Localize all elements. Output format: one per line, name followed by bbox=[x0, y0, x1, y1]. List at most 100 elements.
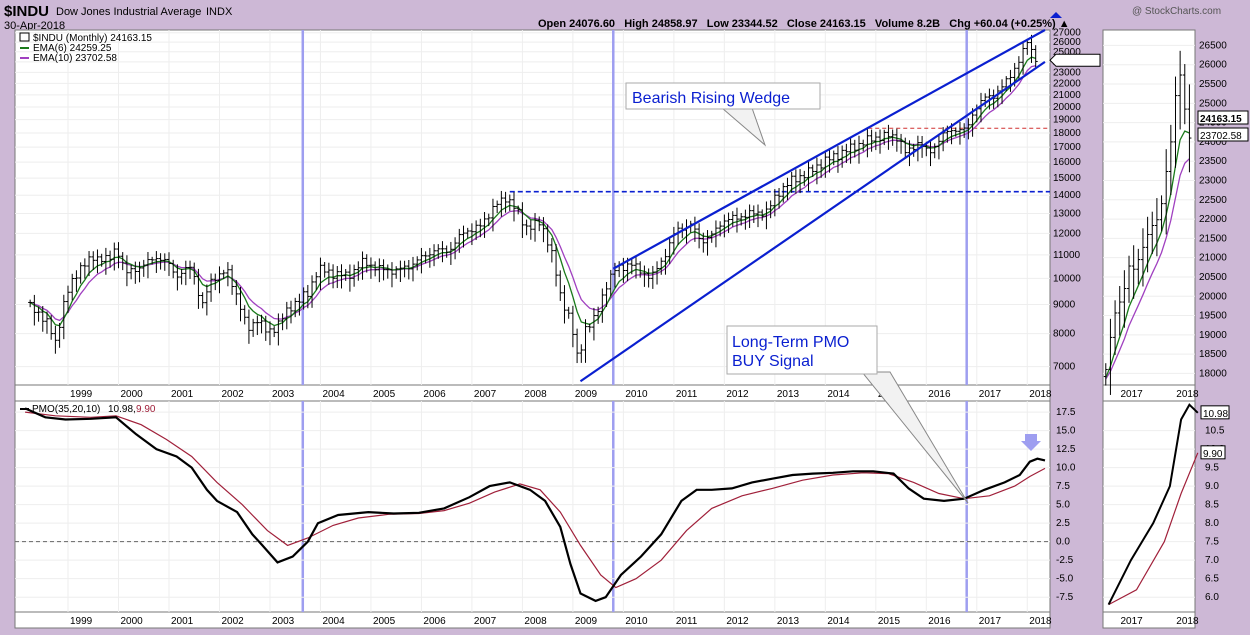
price-y-tick-label: 10000 bbox=[1053, 273, 1081, 284]
price-x-tick-label: 2000 bbox=[121, 389, 144, 400]
last-price-tag bbox=[1049, 53, 1101, 67]
wedge-annotation-text: Bearish Rising Wedge bbox=[632, 90, 790, 107]
zoom-pmo-x-tick-label: 2017 bbox=[1121, 616, 1144, 627]
zoom-price-y-tick-label: 26500 bbox=[1199, 40, 1227, 51]
price-y-tick-label: 8000 bbox=[1053, 329, 1076, 340]
pmo-x-tick-label: 2004 bbox=[322, 616, 345, 627]
zoom-price-y-tick-label: 23000 bbox=[1199, 175, 1227, 186]
pmo-y-tick-label: 15.0 bbox=[1056, 426, 1076, 437]
zoom-price-panel bbox=[1102, 29, 1196, 386]
pmo-buy-annotation-line2: BUY Signal bbox=[732, 353, 814, 370]
price-y-tick-label: 21000 bbox=[1053, 90, 1081, 101]
zoom-pmo-y-tick-label: 8.5 bbox=[1205, 500, 1219, 511]
price-y-tick-label: 27000 bbox=[1053, 28, 1081, 39]
price-y-tick-label: 7000 bbox=[1053, 362, 1076, 373]
legend-pmo: PMO(35,20,10) bbox=[32, 404, 100, 415]
zoom-price-y-tick-label: 19500 bbox=[1199, 311, 1227, 322]
wedge-lower-trendline bbox=[579, 60, 1046, 383]
zoom-pmo-panel bbox=[1102, 400, 1196, 613]
pmo-x-tick-label: 2012 bbox=[726, 616, 749, 627]
price-y-tick-label: 12000 bbox=[1053, 228, 1081, 239]
pmo-y-tick-label: 10.0 bbox=[1056, 463, 1076, 474]
price-x-tick-label: 2013 bbox=[777, 389, 800, 400]
price-x-tick-label: 2017 bbox=[979, 389, 1002, 400]
zoom-price-y-tick-label: 22500 bbox=[1199, 195, 1227, 206]
pmo-x-axis-strip bbox=[14, 611, 1051, 629]
price-x-tick-label: 2002 bbox=[221, 389, 244, 400]
pmo-line bbox=[24, 407, 1046, 603]
zoom-last-price-label-box bbox=[1197, 110, 1249, 125]
zoom-price-y-tick-label: 18000 bbox=[1199, 368, 1227, 379]
pmo-y-tick-label: 7.5 bbox=[1056, 481, 1070, 492]
zoom-pmo-y-tick-label: 9.0 bbox=[1205, 481, 1219, 492]
price-x-tick-label: 2005 bbox=[373, 389, 396, 400]
zoom-pmo-x-axis-strip bbox=[1102, 611, 1196, 629]
watermark: @ StockCharts.com bbox=[1132, 6, 1221, 17]
price-x-tick-label: 2008 bbox=[524, 389, 547, 400]
zoom-pmo-y-tick-label: 7.0 bbox=[1205, 555, 1219, 566]
legend-price: $INDU (Monthly) 24163.15 bbox=[33, 33, 152, 44]
pmo-x-tick-label: 2014 bbox=[827, 616, 850, 627]
pmo-y-tick-label: 12.5 bbox=[1056, 444, 1076, 455]
price-y-tick-label: 14000 bbox=[1053, 190, 1081, 201]
symbol-exchange: INDX bbox=[206, 6, 233, 18]
price-x-tick-label: 2004 bbox=[322, 389, 345, 400]
zoom-price-y-tick-label: 26000 bbox=[1199, 60, 1227, 71]
pmo-x-tick-label: 2006 bbox=[423, 616, 446, 627]
pmo-x-tick-label: 2015 bbox=[878, 616, 901, 627]
price-x-tick-label: 2018 bbox=[1029, 389, 1052, 400]
symbol-name: Dow Jones Industrial Average bbox=[56, 6, 201, 18]
price-y-tick-label: 19000 bbox=[1053, 115, 1081, 126]
price-y-tick-label: 15000 bbox=[1053, 173, 1081, 184]
trendline-arrow-icon bbox=[1050, 12, 1062, 18]
legend-ema6: EMA(6) 24259.25 bbox=[33, 43, 112, 54]
price-y-tick-label: 16000 bbox=[1053, 157, 1081, 168]
down-arrow-icon bbox=[1021, 434, 1041, 451]
legend-ema10: EMA(10) 23702.58 bbox=[33, 53, 117, 64]
price-legend: $INDU (Monthly) 24163.15 EMA(6) 24259.25… bbox=[19, 32, 152, 64]
pmo-x-tick-label: 2001 bbox=[171, 616, 194, 627]
zoom-pmo-signal-label-box bbox=[1200, 445, 1226, 460]
price-y-tick-label: 13000 bbox=[1053, 209, 1081, 220]
zoom-price-y-tick-label: 21000 bbox=[1199, 253, 1227, 264]
zoom-price-y-tick-label: 23500 bbox=[1199, 156, 1227, 167]
zoom-price-y-tick-label: 24000 bbox=[1199, 137, 1227, 148]
zoom-ema10-label: 23702.58 bbox=[1200, 131, 1242, 142]
pmo-x-tick-label: 2005 bbox=[373, 616, 396, 627]
wedge-upper-trendline bbox=[612, 29, 1046, 270]
zoom-price-y-tick-label: 20500 bbox=[1199, 272, 1227, 283]
pmo-y-tick-label: -2.5 bbox=[1056, 555, 1074, 566]
price-y-tick-label: 9000 bbox=[1053, 299, 1076, 310]
zoom-ema10-label-box bbox=[1197, 127, 1249, 142]
pmo-x-tick-label: 2010 bbox=[625, 616, 648, 627]
zoom-pmo-y-tick-label: 10.5 bbox=[1205, 426, 1225, 437]
price-x-tick-label: 2009 bbox=[575, 389, 598, 400]
pmo-y-tick-label: -5.0 bbox=[1056, 574, 1074, 585]
price-x-tick-label: 2012 bbox=[726, 389, 749, 400]
pmo-x-tick-label: 2009 bbox=[575, 616, 598, 627]
zoom-price-x-tick-label: 2018 bbox=[1176, 389, 1199, 400]
zoom-price-x-tick-label: 2017 bbox=[1121, 389, 1144, 400]
pmo-x-tick-label: 2017 bbox=[979, 616, 1002, 627]
pmo-y-tick-label: 17.5 bbox=[1056, 407, 1076, 418]
pmo-y-tick-label: -7.5 bbox=[1056, 592, 1074, 603]
zoom-pmo-value-label: 10.98 bbox=[1203, 409, 1228, 420]
ema10-line bbox=[29, 65, 1036, 322]
zoom-pmo-line bbox=[1107, 403, 1199, 606]
pmo-panel bbox=[14, 400, 1051, 613]
pmo-x-tick-label: 1999 bbox=[70, 616, 93, 627]
price-x-tick-label: 2001 bbox=[171, 389, 194, 400]
pmo-buy-annotation: Long-Term PMO BUY Signal bbox=[726, 325, 969, 504]
price-y-tick-label: 22000 bbox=[1053, 78, 1081, 89]
zoom-price-y-tick-label: 19000 bbox=[1199, 330, 1227, 341]
pmo-y-tick-label: 0.0 bbox=[1056, 537, 1070, 548]
zoom-pmo-signal-line bbox=[1108, 452, 1199, 606]
price-y-tick-label: 18000 bbox=[1053, 128, 1081, 139]
zoom-price-y-tick-label: 22000 bbox=[1199, 214, 1227, 225]
zoom-price-y-tick-label: 21500 bbox=[1199, 233, 1227, 244]
pmo-x-tick-label: 2000 bbox=[121, 616, 144, 627]
price-y-tick-label: 17000 bbox=[1053, 142, 1081, 153]
zoom-price-y-tick-label: 25000 bbox=[1199, 98, 1227, 109]
